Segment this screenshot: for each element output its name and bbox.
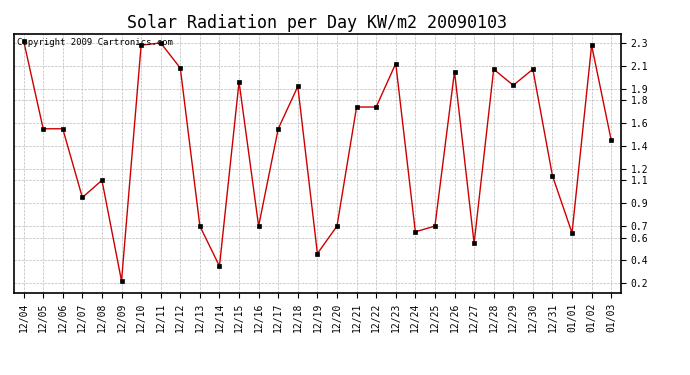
Title: Solar Radiation per Day KW/m2 20090103: Solar Radiation per Day KW/m2 20090103 (128, 14, 507, 32)
Text: Copyright 2009 Cartronics.com: Copyright 2009 Cartronics.com (17, 38, 172, 46)
